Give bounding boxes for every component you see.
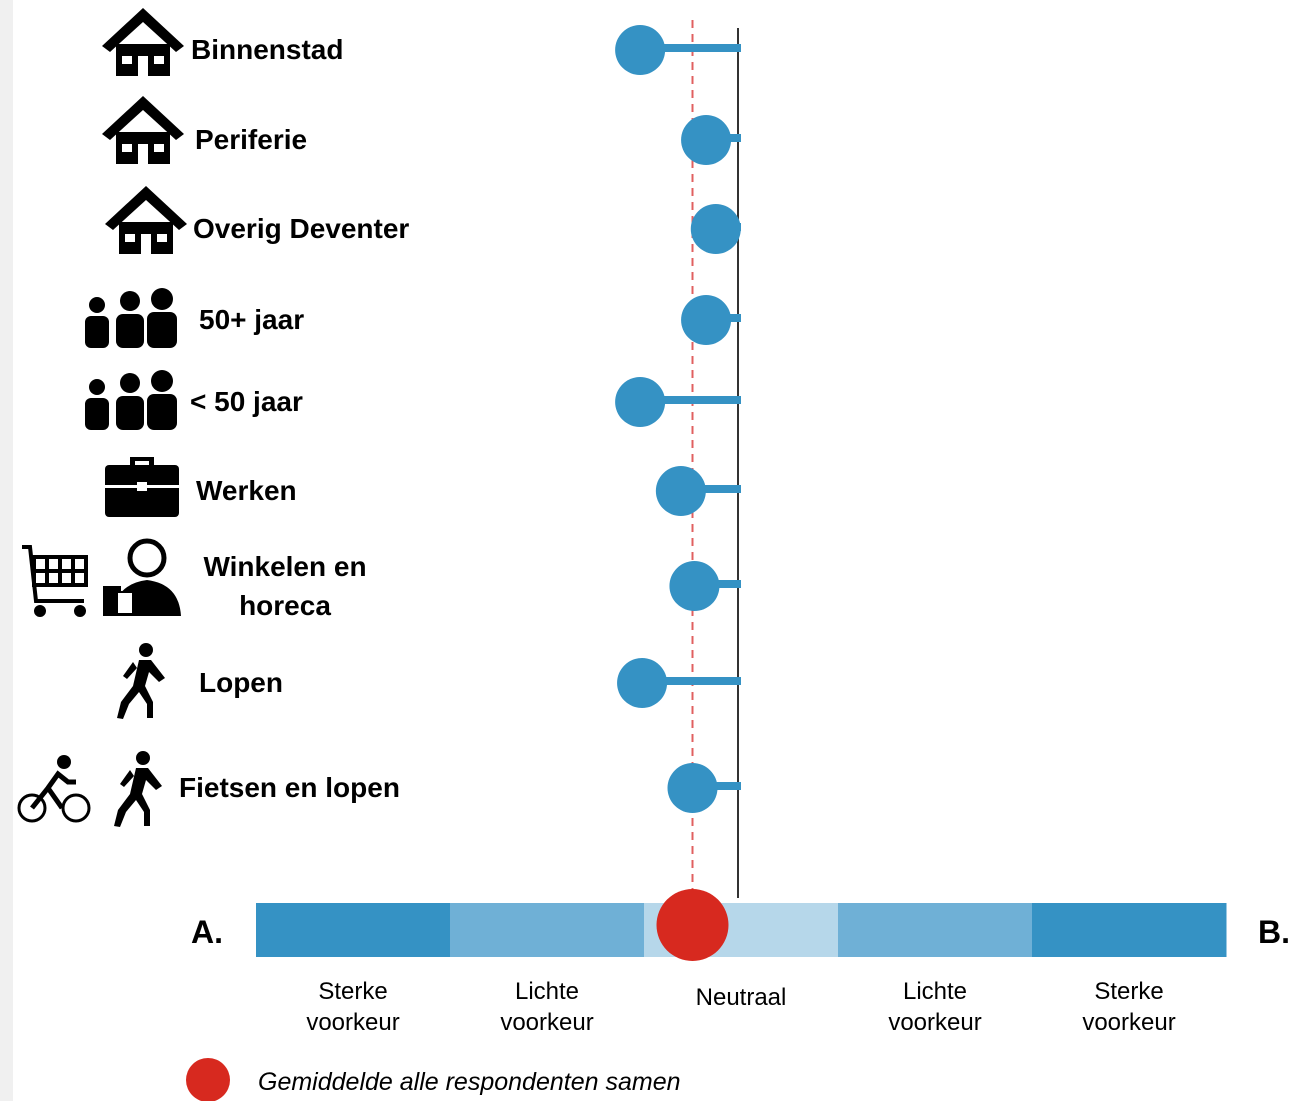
category-label: Binnenstad [191,34,344,65]
scale-segment [838,903,1033,957]
end-label: A. [191,914,223,950]
side-strip [0,0,13,1101]
briefcase-icon [105,457,179,517]
scale-label: Sterke voorkeur [1082,978,1176,1036]
walker-icon [117,643,165,719]
people-icon [85,288,177,348]
house-icon [105,186,187,254]
scale-segment [450,903,645,957]
lollipop-dot [655,466,706,516]
lollipop-dot [690,204,741,254]
lollipop-dot [667,763,718,813]
scale-label: Lichte voorkeur [888,978,982,1036]
category-label: Fietsen en lopen [179,772,400,803]
scale-label: Lichte voorkeur [500,978,594,1036]
lollipop-dot [615,377,666,427]
waiter-icon [103,538,181,616]
walker-icon [114,751,162,827]
legend-dot [186,1058,230,1101]
house-icon [102,8,184,76]
average-dot [656,889,729,961]
lollipop-dot [617,658,668,708]
category-label: Winkelen en horeca [203,551,367,621]
category-label: Periferie [195,124,308,155]
cart-icon [22,545,88,617]
lollipop-dot [669,561,720,611]
lollipop-dot [615,25,666,75]
category-label: 50+ jaar [199,304,305,335]
category-label: Lopen [199,667,283,698]
lollipop-dot [681,115,732,165]
people-icon [85,370,177,430]
scale-label: Neutraal [695,984,787,1011]
bike-icon [17,755,91,823]
category-label: Overig Deventer [193,213,410,244]
category-label: Werken [196,475,297,506]
scale-label: Sterke voorkeur [306,978,400,1036]
category-label: < 50 jaar [190,386,303,417]
icons [17,8,187,827]
scale-segment [256,903,451,957]
house-icon [102,96,184,164]
scale-segment [1032,903,1227,957]
lollipop-dot [681,295,732,345]
legend-label: Gemiddelde alle respondenten samen [258,1068,681,1096]
end-label: B. [1258,914,1290,950]
